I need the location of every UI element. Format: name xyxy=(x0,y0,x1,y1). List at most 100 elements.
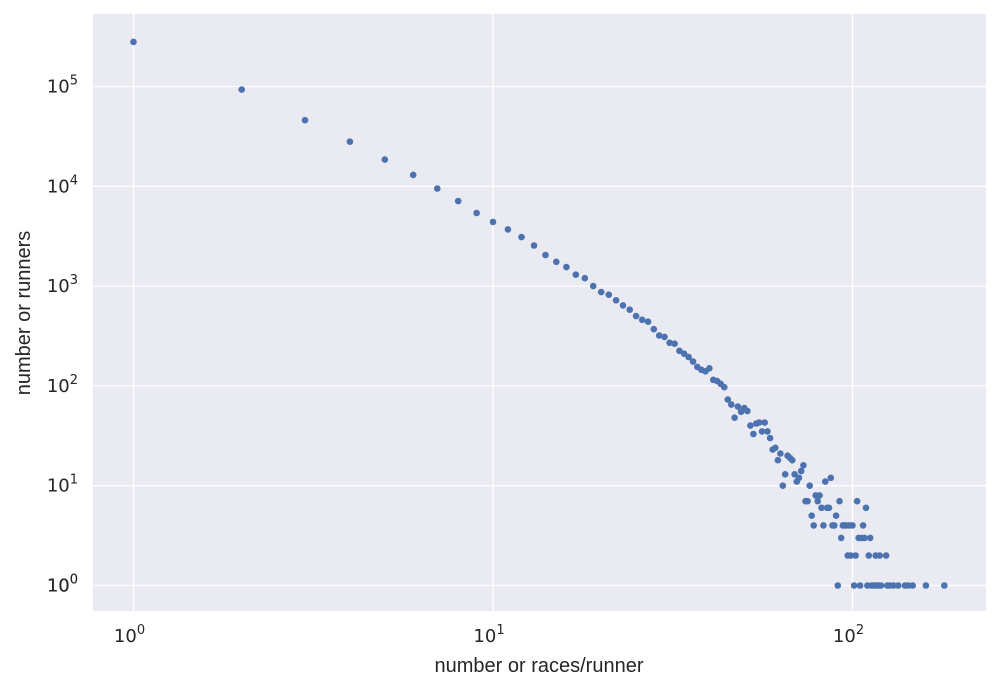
data-points xyxy=(130,38,948,589)
y-tick-label: 101 xyxy=(47,473,78,497)
data-point xyxy=(619,302,627,309)
data-point xyxy=(605,291,613,299)
data-point xyxy=(808,512,815,519)
data-point xyxy=(861,534,868,542)
data-point xyxy=(671,340,678,348)
data-point xyxy=(747,422,754,429)
data-point xyxy=(685,353,692,361)
data-point xyxy=(724,396,732,403)
data-point xyxy=(810,522,817,529)
data-point xyxy=(797,467,805,475)
data-point xyxy=(666,339,673,347)
data-point xyxy=(825,504,833,512)
data-point xyxy=(791,471,798,478)
y-tick-label: 104 xyxy=(47,173,78,197)
data-point xyxy=(882,552,890,559)
data-point xyxy=(632,312,640,320)
data-point xyxy=(581,274,589,282)
data-point xyxy=(563,263,570,271)
data-point xyxy=(589,282,597,290)
data-point xyxy=(837,534,845,542)
data-point xyxy=(894,582,902,589)
data-point xyxy=(542,251,549,259)
data-point xyxy=(731,414,738,422)
data-point xyxy=(789,456,796,464)
data-point xyxy=(706,365,713,372)
y-tick-label: 100 xyxy=(47,573,78,597)
data-point xyxy=(941,582,948,589)
data-point xyxy=(761,419,768,426)
data-point xyxy=(922,582,930,589)
data-point xyxy=(777,450,784,457)
data-point xyxy=(489,218,497,226)
data-point xyxy=(822,478,829,485)
x-tick-label: 102 xyxy=(833,623,864,647)
data-point xyxy=(909,582,916,589)
data-point xyxy=(795,474,803,482)
data-point xyxy=(301,116,309,124)
data-point xyxy=(849,522,856,529)
data-point xyxy=(774,456,782,464)
data-point xyxy=(804,497,811,505)
data-point xyxy=(781,471,789,478)
data-point xyxy=(866,534,874,542)
data-point xyxy=(831,522,838,529)
data-point xyxy=(504,226,512,233)
data-point xyxy=(409,171,417,179)
data-point xyxy=(612,297,620,304)
data-point xyxy=(597,288,605,296)
data-point xyxy=(650,325,658,333)
data-point xyxy=(655,332,663,339)
data-point xyxy=(728,401,735,408)
data-point xyxy=(856,582,864,589)
data-point xyxy=(553,258,560,266)
data-point xyxy=(518,233,525,241)
data-point xyxy=(834,582,842,589)
x-tick-label: 101 xyxy=(473,623,504,647)
data-point xyxy=(572,271,580,279)
data-point xyxy=(454,197,462,205)
data-point xyxy=(644,318,652,326)
data-point xyxy=(755,419,763,426)
x-tick-labels: 100 101 102 xyxy=(114,623,864,647)
data-point xyxy=(766,434,774,442)
plot-area xyxy=(93,14,986,611)
data-point xyxy=(758,428,766,435)
data-point xyxy=(626,306,633,314)
data-point xyxy=(346,138,354,145)
data-point xyxy=(661,333,668,341)
data-point xyxy=(876,552,883,559)
data-point xyxy=(473,209,480,217)
y-tick-label: 102 xyxy=(47,373,78,397)
data-point xyxy=(434,185,441,192)
data-point xyxy=(850,582,858,589)
data-point xyxy=(862,504,870,512)
data-point xyxy=(865,552,873,559)
data-point xyxy=(744,407,751,415)
data-point xyxy=(836,497,843,505)
data-point xyxy=(130,38,137,46)
y-tick-label: 103 xyxy=(47,273,78,297)
data-point xyxy=(721,383,728,391)
data-point xyxy=(238,86,245,93)
x-axis-label: number or races/runner xyxy=(435,655,644,677)
data-point xyxy=(734,403,742,410)
y-tick-label: 100 xyxy=(47,573,78,597)
data-point xyxy=(890,582,897,589)
data-point xyxy=(806,482,813,490)
data-point xyxy=(816,492,823,499)
data-point xyxy=(764,428,771,435)
y-tick-label: 105 xyxy=(47,74,78,98)
data-point xyxy=(818,504,825,512)
data-point xyxy=(827,474,835,482)
data-point xyxy=(852,552,859,559)
data-point xyxy=(814,497,821,505)
x-tick-label: 100 xyxy=(114,623,145,647)
data-point xyxy=(847,552,855,559)
data-point xyxy=(530,242,538,249)
data-point xyxy=(800,462,807,469)
data-point xyxy=(381,156,389,163)
data-point xyxy=(689,358,697,365)
